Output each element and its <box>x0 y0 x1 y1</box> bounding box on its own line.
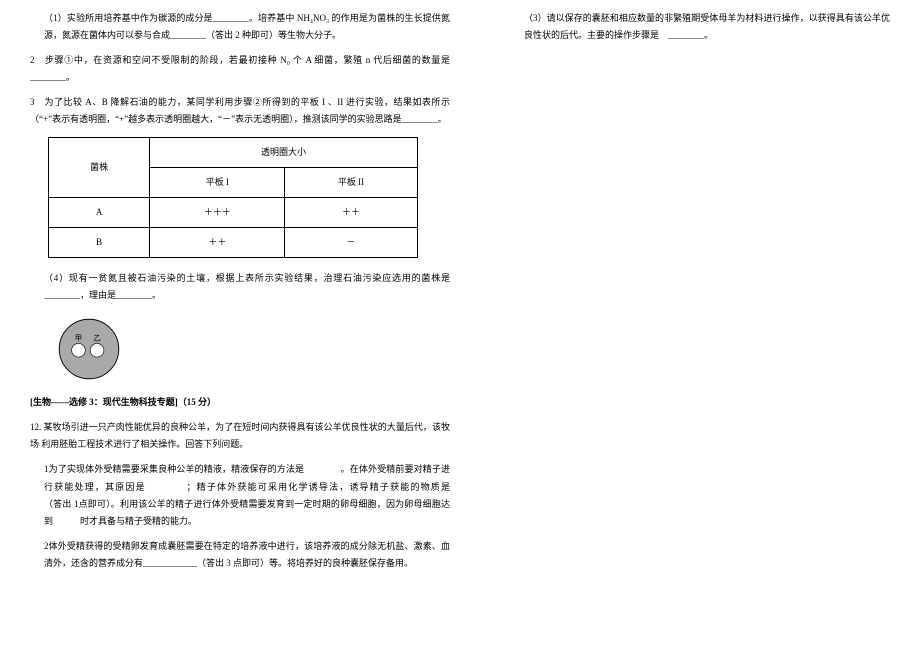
question-1: （1）实验所用培养基中作为碳源的成分是________。培养基中 NH₄NO₃ … <box>30 10 450 44</box>
question-2: 2 步骤①中，在资源和空间不受限制的阶段，若最初接种 N₀ 个 A 细菌，繁殖 … <box>30 52 450 86</box>
petri-dish-diagram: 甲 乙 <box>58 318 120 380</box>
th-circle: 透明圈大小 <box>150 137 417 167</box>
label-jia: 甲 <box>75 333 82 342</box>
table-row: B ＋＋ － <box>49 227 418 257</box>
question-12: 12. 某牧场引进一只产肉性能优异的良种公羊，为了在短时间内获得具有该公羊优良性… <box>30 419 450 453</box>
section-title: [生物——选修 3：现代生物科技专题]（15 分） <box>30 394 450 411</box>
th-plate2: 平板 II <box>285 167 417 197</box>
th-plate1: 平板 I <box>150 167 285 197</box>
label-yi: 乙 <box>93 333 100 342</box>
question-12-2: 2体外受精获得的受精卵发育成囊胚需要在特定的培养液中进行，该培养液的成分除无机盐… <box>30 538 450 572</box>
question-12-1: 1为了实现体外受精需要采集良种公羊的精液，精液保存的方法是 。在体外受精前要对精… <box>30 461 450 529</box>
th-strain: 菌株 <box>49 137 150 197</box>
question-3: 3 为了比较 A、B 降解石油的能力，某同学利用步骤②所得到的平板 I 、II … <box>30 94 450 128</box>
table-row: A ＋＋＋ ＋＋ <box>49 197 418 227</box>
question-3-right: （3）请以保存的囊胚和相应数量的非繁殖期受体母羊为材料进行操作，以获得具有该公羊… <box>510 10 890 44</box>
result-table: 菌株 透明圈大小 平板 I 平板 II A ＋＋＋ ＋＋ B ＋＋ － <box>48 137 418 258</box>
question-4: （4）现有一贫氮且被石油污染的土壤，根据上表所示实验结果，治理石油污染应选用的菌… <box>30 270 450 304</box>
